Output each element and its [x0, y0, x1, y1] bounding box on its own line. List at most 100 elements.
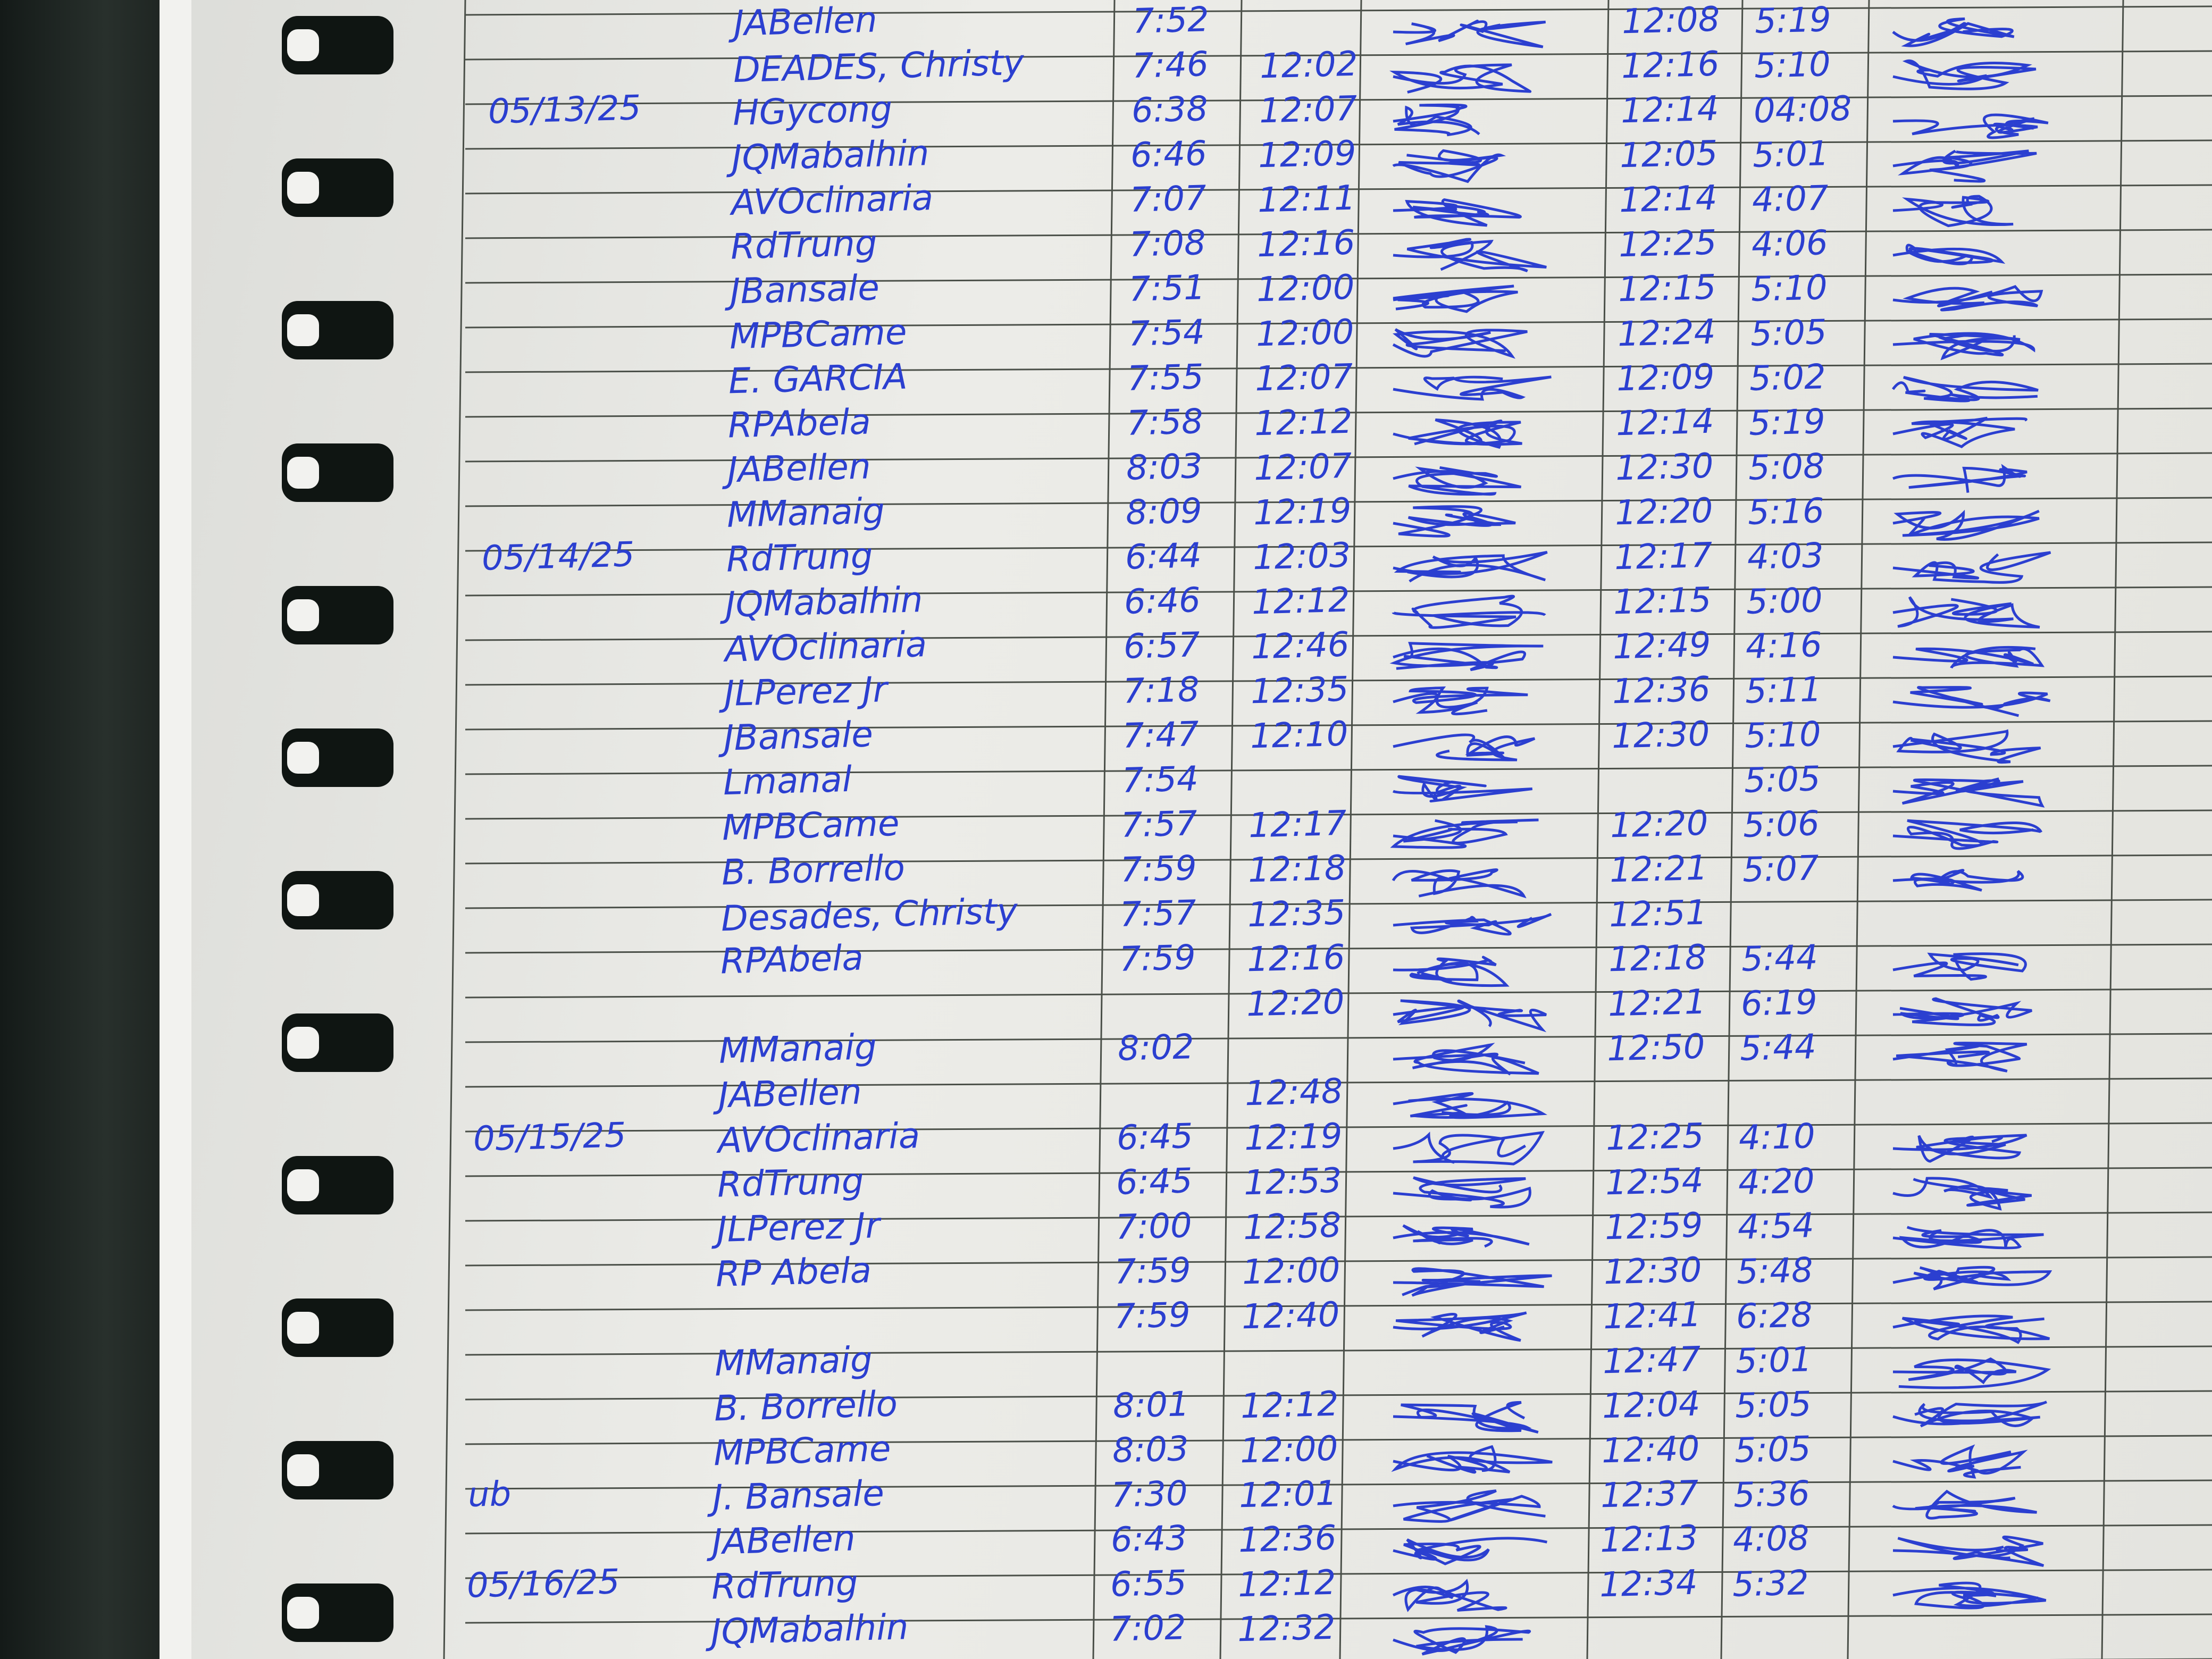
- signature: [1393, 1176, 1531, 1209]
- name: Desades, Christy: [720, 890, 1018, 940]
- am-in: 7:54: [1127, 313, 1205, 354]
- am-out: 12:35: [1247, 893, 1346, 935]
- am-in: 6:45: [1115, 1161, 1193, 1203]
- pm-out: 4:16: [1745, 625, 1823, 667]
- am-in: 7:57: [1119, 893, 1197, 935]
- signature: [1892, 332, 2035, 361]
- am-out: 12:12: [1251, 580, 1351, 623]
- am-out: 12:10: [1249, 714, 1349, 757]
- name: JABellen: [727, 446, 872, 491]
- signature: [1892, 1266, 2052, 1291]
- am-in: 7:59: [1113, 1295, 1191, 1337]
- pm-out: 04:08: [1753, 89, 1852, 131]
- name: RPAbela: [719, 937, 864, 982]
- am-out: 12:00: [1255, 267, 1355, 310]
- am-out: 12:03: [1252, 535, 1351, 578]
- signature: [1391, 1445, 1553, 1474]
- pm-out: 5:19: [1754, 0, 1832, 41]
- pm-in: 12:05: [1619, 133, 1719, 176]
- signature: [1390, 818, 1539, 849]
- am-out: 12:16: [1246, 937, 1346, 980]
- signature: [1892, 464, 2027, 493]
- am-in: 7:55: [1127, 357, 1205, 399]
- signature: [1892, 997, 2032, 1026]
- signature: [1393, 284, 1518, 313]
- rule-line: [465, 184, 2212, 195]
- column-line: [1847, 0, 1870, 1659]
- signature: [1393, 505, 1516, 538]
- am-in: 7:52: [1132, 0, 1210, 41]
- signature: [1892, 551, 2051, 584]
- signature: [1892, 509, 2040, 541]
- signature: [1392, 1579, 1507, 1612]
- am-in: 7:59: [1120, 849, 1197, 890]
- pm-in: 12:30: [1603, 1250, 1703, 1293]
- am-in: 7:51: [1128, 268, 1206, 309]
- signature: [1393, 1489, 1546, 1523]
- rule-line: [465, 5, 2212, 16]
- signature: [1389, 642, 1544, 672]
- name: JBansale: [723, 714, 874, 759]
- pm-out: 5:16: [1747, 491, 1825, 533]
- signature: [1393, 1311, 1527, 1342]
- pm-in: 12:17: [1613, 535, 1713, 578]
- pm-out: 5:36: [1733, 1474, 1811, 1515]
- pm-out: 4:20: [1737, 1161, 1815, 1203]
- pm-out: 5:10: [1744, 715, 1822, 756]
- signature: [1393, 1224, 1530, 1248]
- am-out: 12:58: [1242, 1205, 1342, 1248]
- am-in: 7:59: [1118, 938, 1196, 979]
- signature: [1393, 912, 1552, 936]
- name: JABellen: [733, 0, 878, 44]
- ring-hole: [287, 599, 319, 631]
- am-in: 7:00: [1115, 1206, 1193, 1247]
- name: RdTrung: [711, 1562, 859, 1607]
- name: RP Abela: [715, 1250, 873, 1295]
- rule-line: [465, 809, 2212, 820]
- rule-line: [465, 1122, 2212, 1133]
- pm-out: 5:01: [1752, 134, 1830, 175]
- ring-hole: [287, 457, 319, 489]
- pm-out: 4:54: [1737, 1206, 1815, 1247]
- signature: [1892, 596, 2040, 629]
- name: AVOclinaria: [731, 177, 934, 223]
- am-out: 12:18: [1247, 848, 1347, 891]
- rule-line: [465, 720, 2212, 731]
- signature: [1393, 1092, 1548, 1119]
- pm-in: 12:41: [1603, 1295, 1702, 1337]
- ring-hole: [287, 172, 319, 204]
- rule-line: [465, 363, 2212, 373]
- pm-out: 5:19: [1748, 402, 1826, 443]
- am-out: 12:19: [1252, 491, 1352, 533]
- column-line: [1586, 0, 1610, 1659]
- signature: [1892, 416, 2027, 448]
- name: JLPerez Jr: [716, 1205, 881, 1250]
- rule-line: [465, 273, 2212, 284]
- signature: [1892, 147, 2037, 183]
- pm-out: 5:48: [1736, 1251, 1814, 1292]
- rule-line: [465, 765, 2212, 775]
- am-out: 12:09: [1258, 133, 1357, 176]
- am-out: 12:16: [1256, 223, 1356, 265]
- signature: [1892, 1581, 2047, 1610]
- pm-in: 12:59: [1604, 1205, 1703, 1248]
- am-out: 12:20: [1245, 982, 1345, 1025]
- signature: [1892, 1535, 2045, 1567]
- signature: [1892, 244, 2006, 265]
- signature: [1393, 1537, 1547, 1565]
- am-out: 12:07: [1254, 357, 1354, 399]
- pm-out: 5:08: [1748, 447, 1825, 488]
- name: RdTrung: [725, 535, 874, 580]
- column-line: [443, 0, 466, 1659]
- name: RdTrung: [716, 1160, 865, 1205]
- pm-out: 5:05: [1743, 759, 1821, 801]
- date: 05/13/25: [487, 88, 641, 132]
- ring-hole: [287, 314, 319, 346]
- signature: [1892, 1489, 2037, 1520]
- name: MPBCame: [728, 311, 907, 357]
- ring-hole: [287, 884, 319, 916]
- signature: [1389, 63, 1532, 94]
- signature: [1393, 198, 1522, 227]
- pm-out: 6:28: [1736, 1295, 1813, 1337]
- ring-hole: [287, 1597, 319, 1629]
